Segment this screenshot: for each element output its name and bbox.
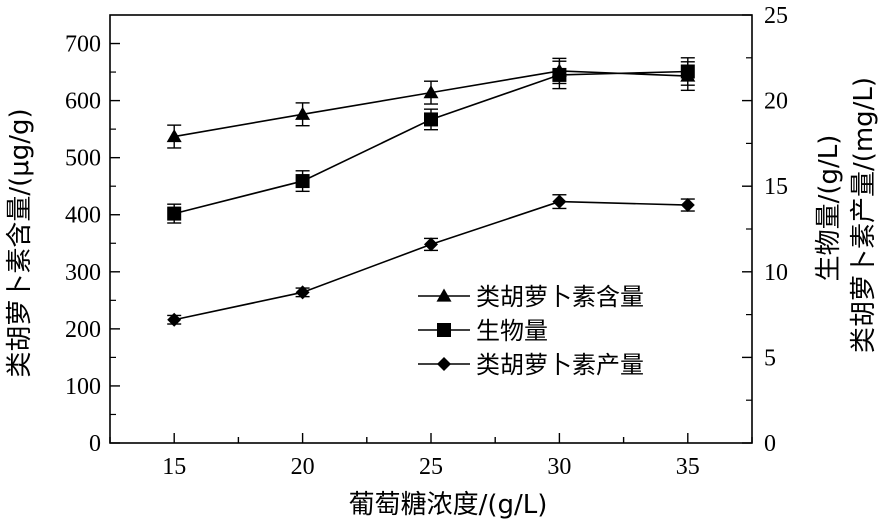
y-left-tick-label: 500 [65, 146, 101, 172]
y-right-tick-label: 0 [764, 431, 776, 457]
data-point [552, 194, 567, 209]
y-right-tick-label: 25 [764, 3, 788, 29]
y-axis-right-label-line1: 生物量/(g/L) [814, 135, 844, 282]
data-point [680, 64, 695, 79]
y-left-tick-label: 0 [89, 431, 101, 457]
legend-marker [437, 323, 451, 337]
ticks: 15 20 25 30 35 0 100 200 300 400 500 600 700 0 5 10 15 20… [65, 3, 788, 480]
series-2 [167, 57, 695, 224]
plot-frame [109, 14, 753, 444]
legend-item-2: 生物量 [418, 317, 548, 345]
data-point [552, 67, 567, 82]
series-3 [167, 194, 695, 327]
data-point [295, 174, 310, 189]
data-point [424, 237, 438, 252]
y-right-tick-label: 5 [764, 345, 776, 371]
data-point [295, 285, 310, 300]
y-right-tick-label: 10 [764, 260, 788, 286]
x-tick-label: 25 [419, 454, 443, 480]
series-1 [166, 57, 696, 149]
legend-label: 生物量 [476, 317, 548, 345]
data-point [424, 112, 438, 127]
data-point [167, 206, 182, 221]
legend-label: 类胡萝卜素含量 [476, 283, 644, 311]
data-point [166, 129, 182, 143]
y-left-tick-label: 400 [65, 203, 101, 229]
legend-item-3: 类胡萝卜素产量 [418, 351, 644, 379]
data-point [680, 198, 695, 213]
y-axis-left-label: 类胡萝卜素含量/(μg/g) [5, 108, 35, 377]
series-group [166, 57, 696, 327]
y-right-tick-label: 20 [764, 89, 788, 115]
axes [109, 14, 753, 444]
y-left-tick-label: 700 [65, 32, 101, 58]
y-left-tick-label: 300 [65, 260, 101, 286]
data-point [295, 106, 311, 120]
x-axis-label: 葡萄糖浓度/(g/L) [349, 490, 548, 520]
x-tick-label: 30 [547, 454, 571, 480]
y-left-tick-label: 100 [65, 374, 101, 400]
legend-marker [436, 288, 452, 302]
data-point [423, 85, 439, 99]
legend-marker [437, 357, 451, 371]
legend-item-1: 类胡萝卜素含量 [418, 283, 644, 311]
x-tick-label: 35 [676, 454, 700, 480]
x-tick-label: 15 [162, 454, 186, 480]
legend-label: 类胡萝卜素产量 [476, 351, 644, 379]
y-right-tick-label: 15 [764, 174, 788, 200]
y-left-tick-label: 600 [65, 89, 101, 115]
y-left-tick-label: 200 [65, 317, 101, 343]
x-tick-label: 20 [291, 454, 315, 480]
data-point [167, 312, 182, 327]
y-axis-right-label-line2: 类胡萝卜素产量/(mg/L) [849, 77, 879, 353]
